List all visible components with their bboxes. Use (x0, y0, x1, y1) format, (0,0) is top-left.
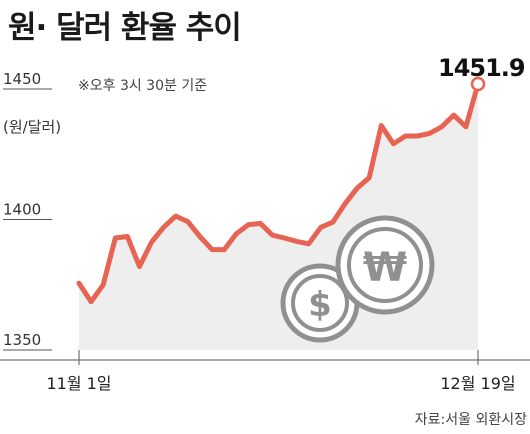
svg-text:₩: ₩ (363, 245, 407, 291)
area-fill (79, 84, 478, 350)
y-tick-label: 1350 (3, 331, 41, 349)
x-tick-label-start: 11월 1일 (46, 374, 111, 393)
won-coin-icon: ₩ (335, 215, 435, 315)
source-note: 자료:서울 외환시장 (415, 412, 527, 428)
y-tick-label: 1450 (3, 70, 41, 88)
area-layer (79, 84, 478, 350)
series-line (76, 81, 481, 305)
last-value-label: 1451.9 (438, 54, 525, 82)
last-point-marker (470, 76, 486, 92)
y-axis-unit: (원/달러) (3, 118, 61, 136)
y-tick-label: 1400 (3, 201, 41, 219)
y-axis: 1450 1400 1350 (3, 70, 52, 351)
line-layer (76, 76, 486, 305)
chart-title: 원· 달러 환율 추이 (8, 10, 241, 46)
svg-text:$: $ (308, 285, 332, 325)
basis-note: ※오후 3시 30분 기준 (78, 78, 207, 94)
x-tick-label-end: 12월 19일 (440, 374, 515, 393)
